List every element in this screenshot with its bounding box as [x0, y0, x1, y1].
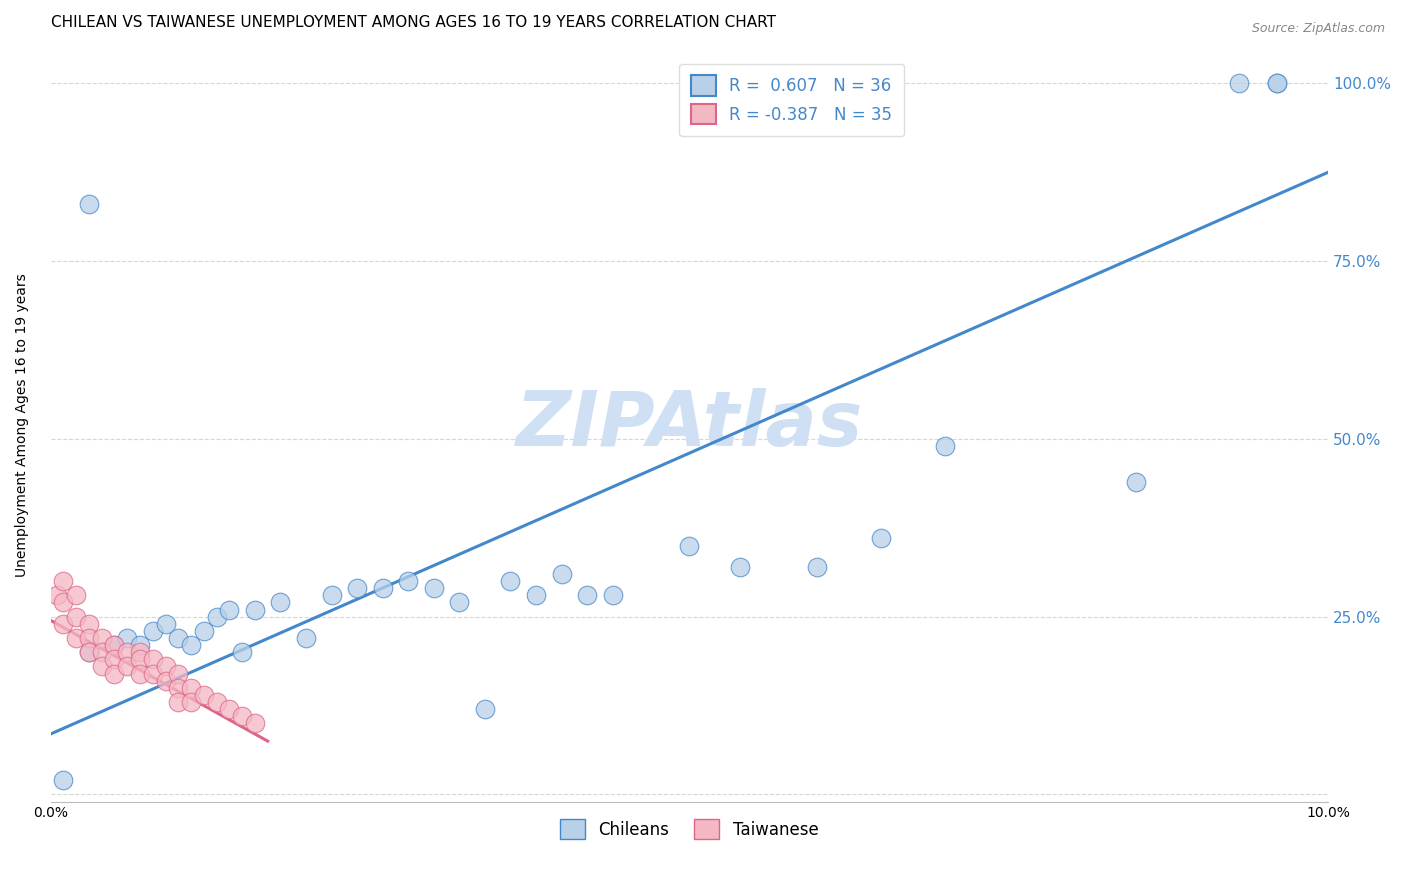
- Point: [1227, 76, 1250, 90]
- Text: Source: ZipAtlas.com: Source: ZipAtlas.com: [1251, 22, 1385, 36]
- Point: [396, 574, 419, 589]
- Point: [65, 588, 87, 602]
- Point: [806, 560, 828, 574]
- Point: [321, 588, 343, 602]
- Point: [180, 681, 202, 695]
- Point: [77, 616, 100, 631]
- Point: [218, 602, 240, 616]
- Point: [52, 616, 75, 631]
- Point: [423, 581, 446, 595]
- Point: [155, 616, 177, 631]
- Point: [678, 539, 700, 553]
- Point: [371, 581, 394, 595]
- Point: [449, 595, 471, 609]
- Point: [167, 681, 190, 695]
- Point: [524, 588, 547, 602]
- Point: [103, 652, 125, 666]
- Point: [499, 574, 522, 589]
- Text: ZIPAtlas: ZIPAtlas: [516, 388, 863, 462]
- Point: [77, 197, 100, 211]
- Point: [142, 666, 165, 681]
- Point: [155, 659, 177, 673]
- Point: [52, 574, 75, 589]
- Point: [167, 666, 190, 681]
- Point: [1125, 475, 1147, 489]
- Point: [77, 631, 100, 645]
- Point: [77, 645, 100, 659]
- Point: [52, 773, 75, 788]
- Point: [730, 560, 752, 574]
- Point: [243, 602, 266, 616]
- Point: [52, 595, 75, 609]
- Point: [550, 567, 572, 582]
- Point: [602, 588, 624, 602]
- Point: [295, 631, 318, 645]
- Point: [167, 631, 190, 645]
- Point: [103, 666, 125, 681]
- Point: [129, 645, 152, 659]
- Point: [1265, 76, 1288, 90]
- Point: [90, 631, 112, 645]
- Text: CHILEAN VS TAIWANESE UNEMPLOYMENT AMONG AGES 16 TO 19 YEARS CORRELATION CHART: CHILEAN VS TAIWANESE UNEMPLOYMENT AMONG …: [51, 15, 776, 30]
- Point: [934, 439, 956, 453]
- Point: [129, 666, 152, 681]
- Legend: Chileans, Taiwanese: Chileans, Taiwanese: [554, 813, 825, 846]
- Point: [155, 673, 177, 688]
- Point: [115, 645, 138, 659]
- Point: [90, 659, 112, 673]
- Point: [270, 595, 292, 609]
- Point: [65, 631, 87, 645]
- Point: [193, 688, 215, 702]
- Point: [205, 695, 228, 709]
- Point: [65, 609, 87, 624]
- Point: [576, 588, 599, 602]
- Point: [218, 702, 240, 716]
- Point: [231, 709, 253, 723]
- Point: [115, 631, 138, 645]
- Point: [45, 588, 67, 602]
- Point: [205, 609, 228, 624]
- Point: [474, 702, 496, 716]
- Point: [115, 659, 138, 673]
- Point: [129, 638, 152, 652]
- Point: [167, 695, 190, 709]
- Point: [346, 581, 368, 595]
- Point: [180, 695, 202, 709]
- Point: [193, 624, 215, 638]
- Point: [103, 638, 125, 652]
- Point: [870, 532, 893, 546]
- Point: [103, 638, 125, 652]
- Point: [129, 652, 152, 666]
- Point: [180, 638, 202, 652]
- Y-axis label: Unemployment Among Ages 16 to 19 years: Unemployment Among Ages 16 to 19 years: [15, 273, 30, 576]
- Point: [90, 645, 112, 659]
- Point: [142, 624, 165, 638]
- Point: [1265, 76, 1288, 90]
- Point: [142, 652, 165, 666]
- Point: [243, 716, 266, 731]
- Point: [231, 645, 253, 659]
- Point: [77, 645, 100, 659]
